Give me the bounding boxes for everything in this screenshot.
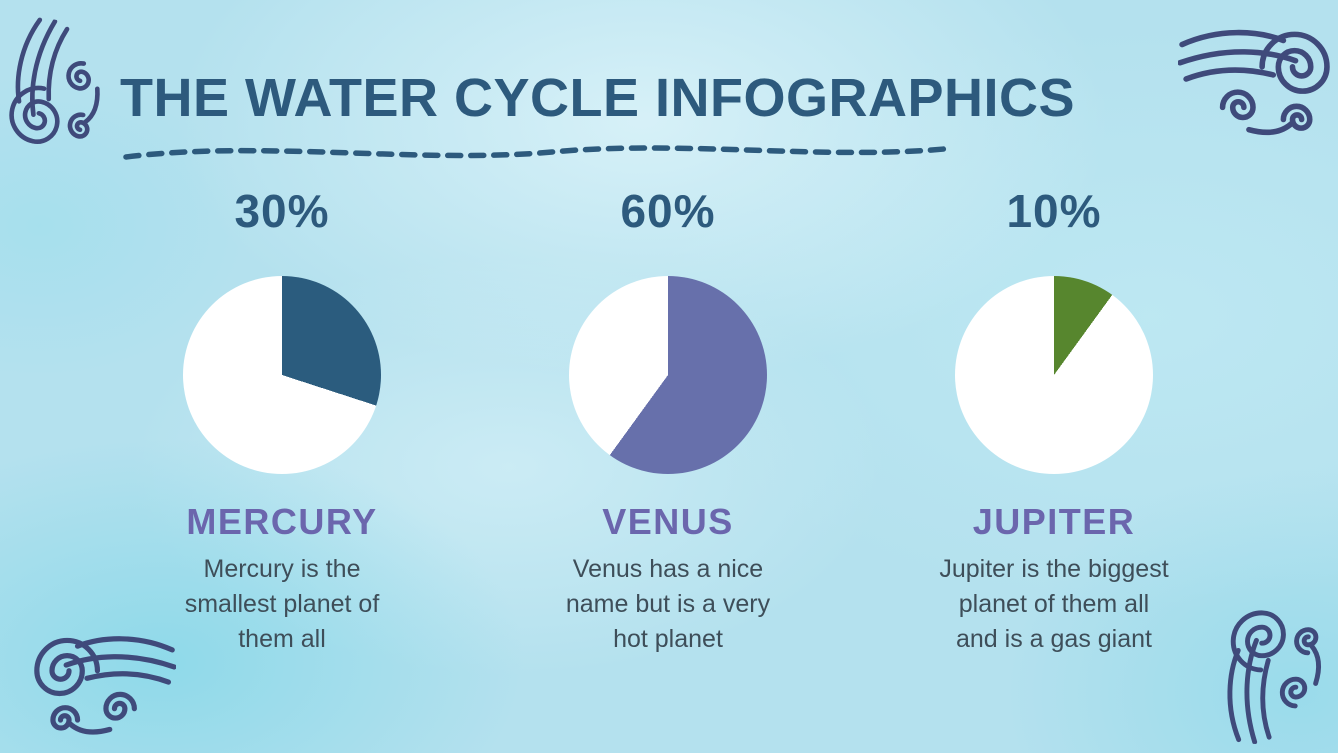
percent-label: 30% bbox=[234, 185, 330, 237]
wind-swirl-icon bbox=[0, 12, 119, 156]
percent-label: 10% bbox=[1006, 185, 1102, 237]
planet-description: Venus has a nice name but is a very hot … bbox=[566, 552, 770, 657]
planet-description: Mercury is the smallest planet of them a… bbox=[185, 552, 380, 657]
planet-column-mercury: 30% MERCURY Mercury is the smallest plan… bbox=[92, 188, 472, 657]
planet-column-venus: 60% VENUS Venus has a nice name but is a… bbox=[478, 188, 858, 657]
description-line: Mercury is the bbox=[203, 555, 361, 583]
percent-label: 60% bbox=[620, 185, 716, 237]
description-line: smallest planet of bbox=[184, 590, 380, 618]
description-line: name but is a very bbox=[565, 590, 771, 618]
planet-name: MERCURY bbox=[186, 501, 378, 542]
pie-chart-venus bbox=[569, 276, 767, 474]
description-line: hot planet bbox=[613, 625, 723, 653]
planet-name: VENUS bbox=[602, 501, 734, 542]
description-line: Jupiter is the biggest bbox=[939, 555, 1169, 583]
planet-description: Jupiter is the biggest planet of them al… bbox=[939, 552, 1168, 657]
planet-column-jupiter: 10% JUPITER Jupiter is the biggest plane… bbox=[864, 188, 1244, 657]
description-line: and is a gas giant bbox=[956, 625, 1152, 653]
planet-name: JUPITER bbox=[972, 501, 1136, 542]
wind-swirl-icon bbox=[1178, 20, 1330, 142]
description-line: Venus has a nice bbox=[572, 555, 764, 583]
page-title: THE WATER CYCLE INFOGRAPHICS bbox=[120, 68, 1076, 128]
description-line: planet of them all bbox=[958, 590, 1150, 618]
title-underline-dashed-wave bbox=[123, 145, 947, 160]
infographic-columns: 30% MERCURY Mercury is the smallest plan… bbox=[92, 188, 1244, 657]
pie-chart-mercury bbox=[183, 276, 381, 474]
pie-chart-jupiter bbox=[955, 276, 1153, 474]
description-line: them all bbox=[238, 625, 326, 653]
